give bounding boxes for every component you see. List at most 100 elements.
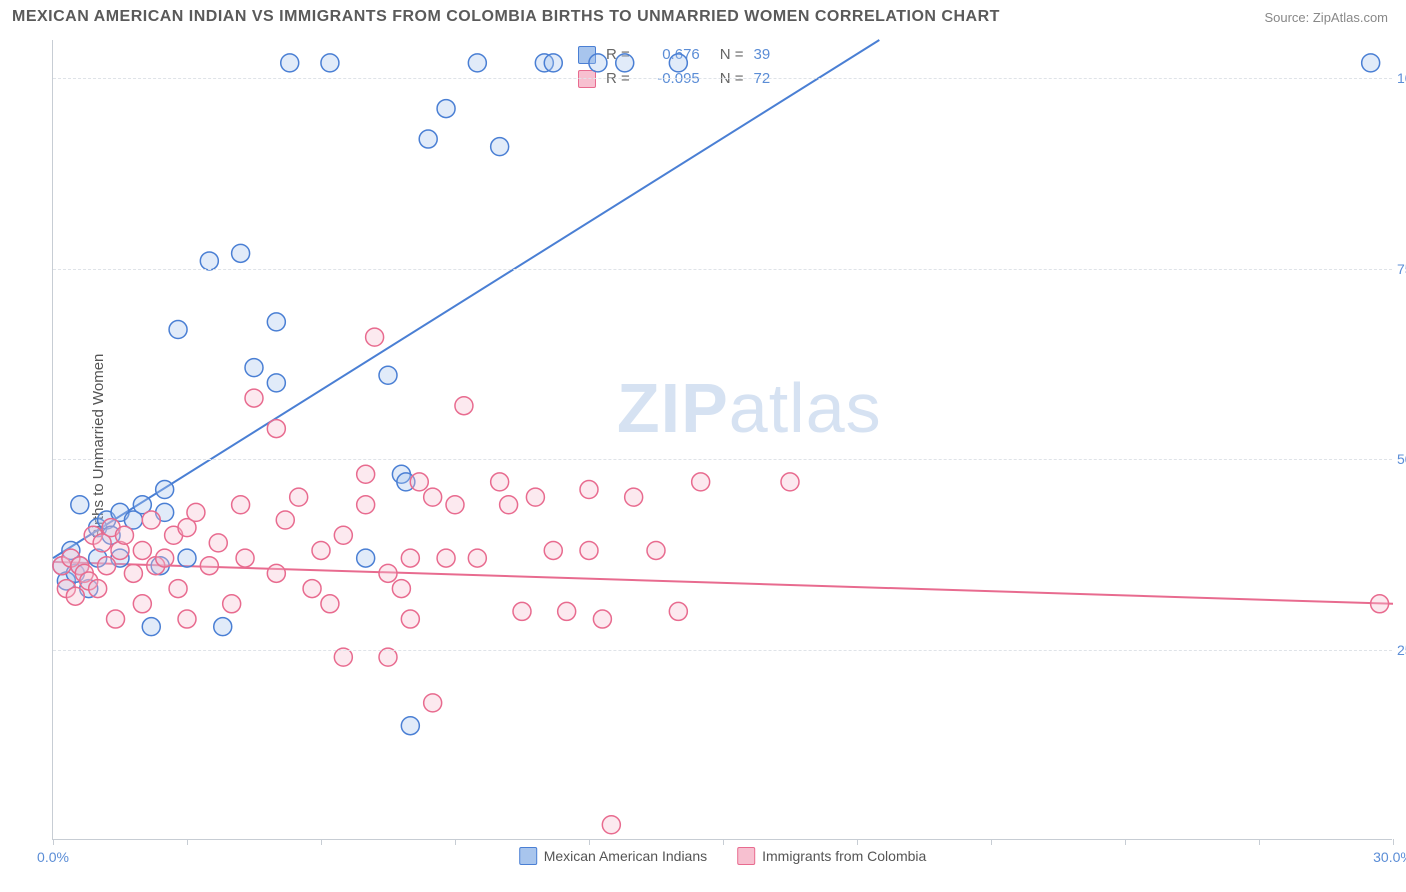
data-point [133,595,151,613]
legend-bottom: Mexican American Indians Immigrants from… [519,847,927,865]
data-point [392,580,410,598]
data-point [424,488,442,506]
data-point [491,138,509,156]
x-tick [455,839,456,845]
swatch-legend-1 [519,847,537,865]
x-tick [589,839,590,845]
x-tick [991,839,992,845]
data-point [245,389,263,407]
data-point [312,541,330,559]
data-point [669,54,687,72]
data-point [625,488,643,506]
x-tick [1393,839,1394,845]
data-point [267,564,285,582]
data-point [526,488,544,506]
data-point [379,366,397,384]
data-point [357,465,375,483]
x-tick [1259,839,1260,845]
x-tick [321,839,322,845]
data-point [200,252,218,270]
x-tick [187,839,188,845]
y-tick-label: 75.0% [1397,261,1406,277]
data-point [321,595,339,613]
y-tick-label: 50.0% [1397,451,1406,467]
data-point [71,496,89,514]
y-tick-label: 100.0% [1397,70,1406,86]
data-point [647,541,665,559]
x-tick-label: 0.0% [37,849,69,865]
data-point [98,557,116,575]
data-point [544,54,562,72]
x-tick-label: 30.0% [1373,849,1406,865]
gridline [53,78,1392,79]
data-point [169,321,187,339]
data-point [236,549,254,567]
data-point [379,648,397,666]
data-point [169,580,187,598]
data-point [178,610,196,628]
data-point [669,602,687,620]
data-point [276,511,294,529]
data-point [446,496,464,514]
x-tick [53,839,54,845]
data-point [500,496,518,514]
data-point [232,244,250,262]
scatter-svg [53,40,1392,839]
trend-line [53,562,1393,604]
data-point [513,602,531,620]
data-point [366,328,384,346]
data-point [214,618,232,636]
data-point [401,610,419,628]
legend-item-1: Mexican American Indians [519,847,707,865]
x-tick [857,839,858,845]
chart-plot-area: ZIPatlas R = 0.676 N = 39 R = -0.095 N =… [52,40,1392,840]
data-point [580,481,598,499]
chart-title: MEXICAN AMERICAN INDIAN VS IMMIGRANTS FR… [12,8,1000,26]
data-point [290,488,308,506]
x-tick [1125,839,1126,845]
data-point [410,473,428,491]
data-point [245,359,263,377]
data-point [593,610,611,628]
data-point [589,54,607,72]
data-point [357,549,375,567]
data-point [267,313,285,331]
x-tick [723,839,724,845]
data-point [124,564,142,582]
swatch-legend-2 [737,847,755,865]
data-point [66,587,84,605]
data-point [142,511,160,529]
data-point [334,526,352,544]
data-point [468,54,486,72]
data-point [419,130,437,148]
data-point [424,694,442,712]
data-point [558,602,576,620]
data-point [580,541,598,559]
data-point [303,580,321,598]
data-point [437,549,455,567]
trend-line [53,40,879,558]
data-point [156,549,174,567]
data-point [455,397,473,415]
data-point [544,541,562,559]
y-tick-label: 25.0% [1397,642,1406,658]
data-point [468,549,486,567]
data-point [379,564,397,582]
data-point [616,54,634,72]
data-point [491,473,509,491]
data-point [401,549,419,567]
source-attribution: Source: ZipAtlas.com [1264,10,1388,25]
gridline [53,459,1392,460]
data-point [692,473,710,491]
data-point [437,100,455,118]
data-point [200,557,218,575]
data-point [267,374,285,392]
data-point [89,580,107,598]
data-point [321,54,339,72]
data-point [267,420,285,438]
data-point [142,618,160,636]
data-point [357,496,375,514]
data-point [232,496,250,514]
data-point [107,610,125,628]
data-point [187,503,205,521]
